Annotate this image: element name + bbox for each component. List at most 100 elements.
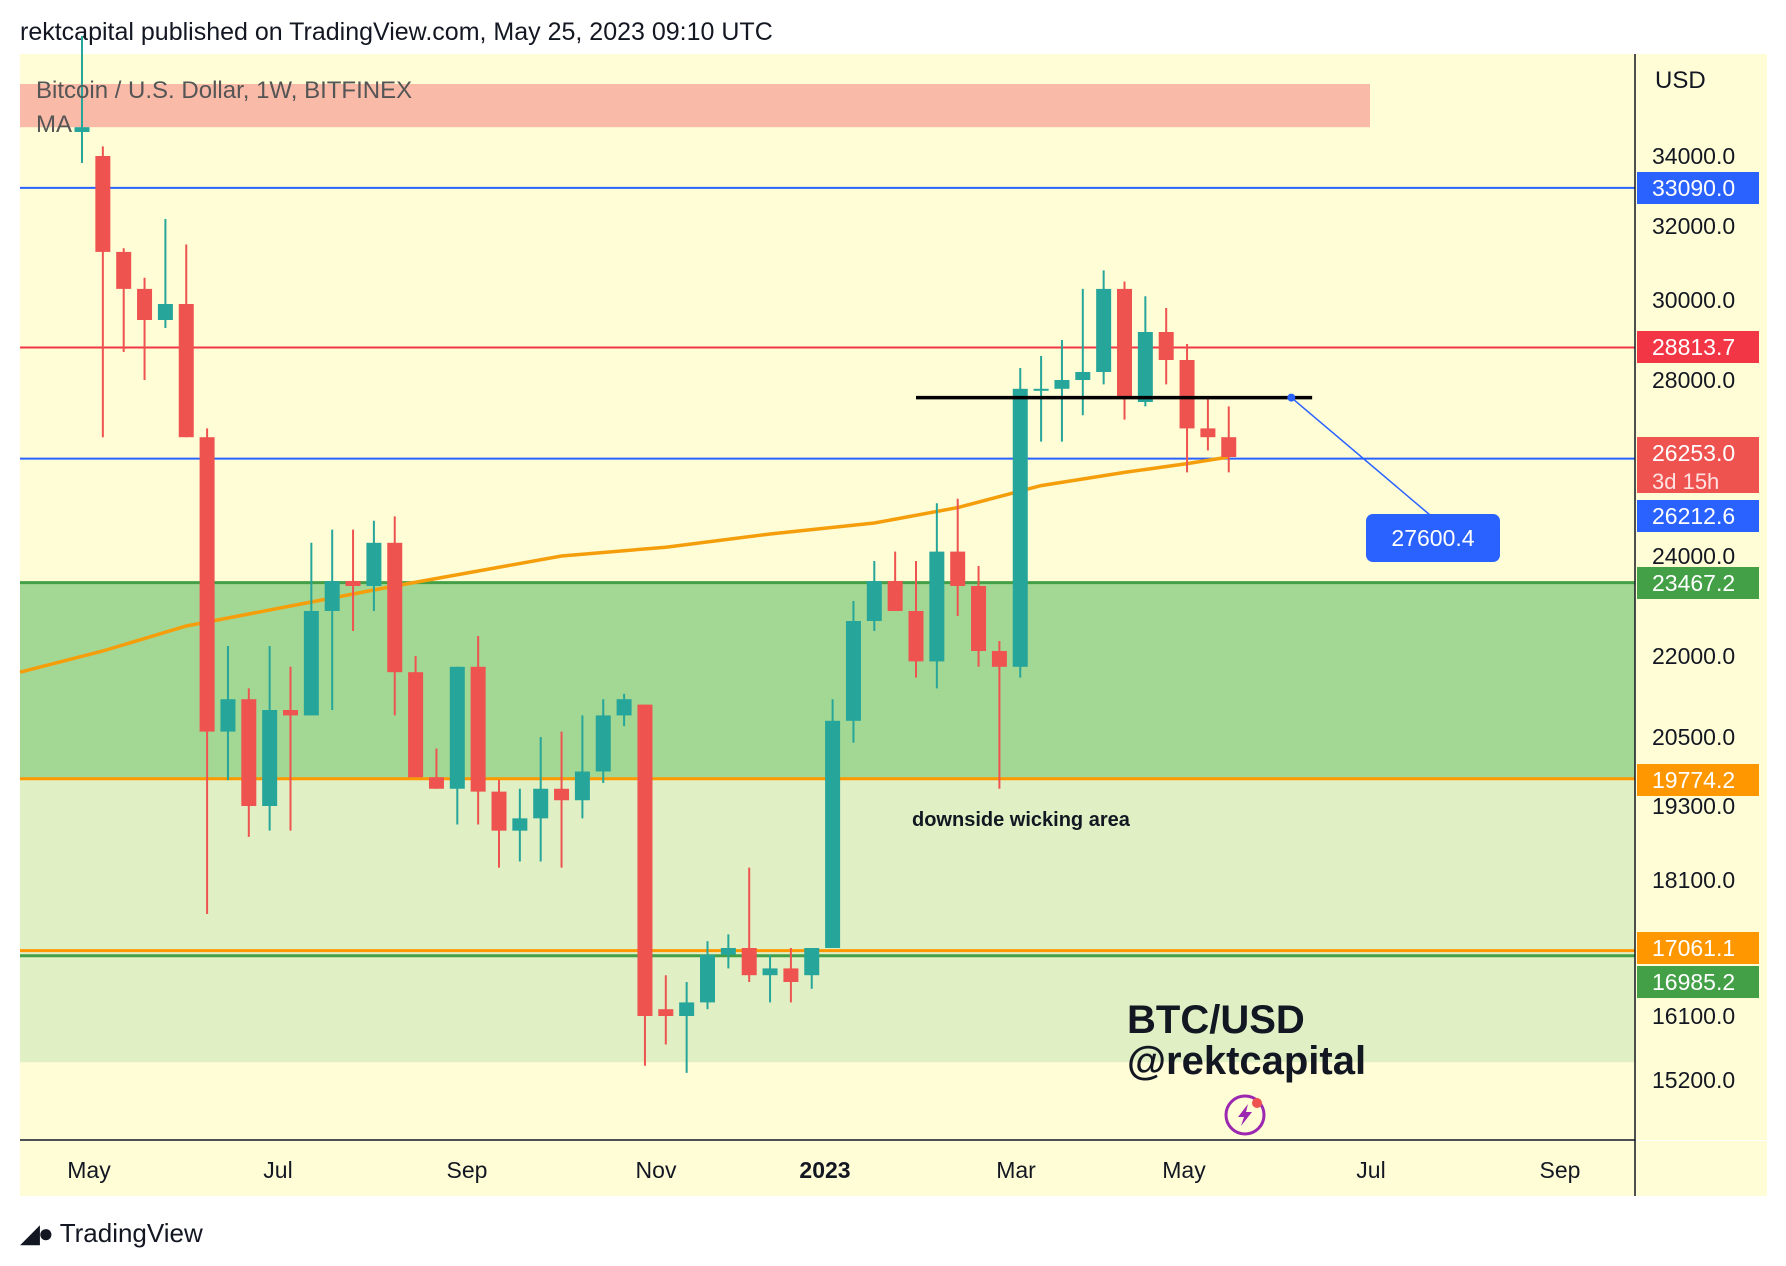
candle-body: [741, 948, 757, 976]
annotation-downside-wicking: downside wicking area: [912, 809, 1131, 831]
candle[interactable]: [1137, 296, 1153, 407]
candle[interactable]: [554, 731, 570, 868]
candle-body: [533, 788, 549, 819]
candle[interactable]: [1221, 406, 1237, 473]
candle[interactable]: [950, 498, 966, 616]
x-tick-label: May: [67, 1157, 111, 1183]
candle[interactable]: [1200, 397, 1216, 451]
candle[interactable]: [887, 551, 903, 611]
callout-anchor[interactable]: [1287, 393, 1296, 402]
candle-body: [220, 699, 236, 732]
candle[interactable]: [220, 646, 236, 781]
price-label-bg-17061.1[interactable]: [1637, 932, 1759, 964]
candle[interactable]: [804, 948, 820, 989]
candle[interactable]: [1054, 340, 1070, 442]
candle[interactable]: [637, 704, 653, 1066]
candle[interactable]: [616, 693, 632, 727]
tradingview-brand[interactable]: ◢● TradingView: [20, 1218, 203, 1249]
candle[interactable]: [908, 561, 924, 678]
candle[interactable]: [783, 948, 799, 1003]
candle-body: [574, 771, 590, 801]
candle[interactable]: [241, 688, 257, 837]
price-label-bg-28813.7[interactable]: [1637, 331, 1759, 363]
candle[interactable]: [1158, 308, 1174, 385]
price-label-19774.2: 19774.2: [1652, 767, 1735, 793]
legend-symbol[interactable]: Bitcoin / U.S. Dollar, 1W, BITFINEX: [36, 77, 412, 104]
candle-body: [1117, 288, 1132, 398]
candle[interactable]: [1179, 344, 1195, 473]
candle[interactable]: [971, 566, 987, 667]
candle[interactable]: [449, 666, 465, 825]
candle[interactable]: [283, 666, 298, 831]
candle[interactable]: [741, 867, 757, 982]
candle-body: [929, 551, 945, 662]
candle[interactable]: [512, 788, 528, 862]
price-label-bg-26253.0[interactable]: [1637, 437, 1759, 493]
candle[interactable]: [262, 646, 278, 831]
candle-body: [408, 672, 424, 778]
candle[interactable]: [95, 146, 111, 438]
candle[interactable]: [595, 699, 611, 783]
candle[interactable]: [1075, 288, 1091, 416]
price-label-bg-26212.6[interactable]: [1637, 500, 1759, 532]
candle[interactable]: [720, 934, 736, 969]
callout-label: 27600.4: [1391, 525, 1474, 551]
callout-box[interactable]: [1366, 514, 1500, 562]
candle[interactable]: [491, 780, 507, 868]
price-label-bg-33090.0[interactable]: [1637, 172, 1759, 204]
candle[interactable]: [866, 561, 882, 631]
candle-body: [303, 611, 319, 716]
candle[interactable]: [929, 503, 945, 689]
candle[interactable]: [1096, 270, 1112, 385]
candle[interactable]: [991, 641, 1007, 789]
candle-body: [428, 777, 444, 789]
candle[interactable]: [845, 601, 861, 743]
candle-body: [845, 621, 861, 721]
candle[interactable]: [199, 428, 215, 914]
candle[interactable]: [825, 699, 841, 948]
candle-body: [616, 699, 632, 716]
y-tick-label: 20500.0: [1652, 724, 1735, 750]
watermark-handle: @rektcapital: [1127, 1039, 1366, 1083]
price-label-17061.1: 17061.1: [1652, 935, 1735, 961]
candle-body: [470, 666, 486, 792]
y-tick-label: 22000.0: [1652, 643, 1735, 669]
candle[interactable]: [324, 529, 340, 710]
price-label-bg-19774.2[interactable]: [1637, 764, 1759, 796]
candle[interactable]: [1012, 368, 1028, 678]
candle[interactable]: [428, 748, 444, 789]
brand-name: TradingView: [59, 1218, 203, 1248]
candle-body: [658, 1009, 674, 1016]
candle-body: [366, 542, 382, 586]
candle[interactable]: [366, 520, 382, 611]
candle[interactable]: [470, 636, 486, 825]
candle[interactable]: [303, 542, 319, 716]
candle-body: [491, 791, 507, 831]
candle[interactable]: [700, 941, 715, 1010]
candle[interactable]: [116, 248, 132, 352]
candle[interactable]: [658, 975, 674, 1045]
price-label-bg-23467.2[interactable]: [1637, 567, 1759, 599]
candle[interactable]: [345, 529, 361, 631]
candle[interactable]: [387, 516, 403, 716]
price-label-bg-16985.2[interactable]: [1637, 966, 1759, 998]
candle-body: [762, 968, 778, 976]
candle[interactable]: [762, 954, 778, 1003]
legend-indicator[interactable]: MA: [36, 111, 72, 138]
candle-body: [262, 710, 278, 806]
candle-body: [1096, 288, 1112, 372]
y-tick-label: 24000.0: [1652, 543, 1735, 569]
candle[interactable]: [679, 982, 695, 1073]
candle[interactable]: [74, 36, 90, 163]
candle[interactable]: [408, 656, 424, 778]
candle[interactable]: [157, 219, 173, 328]
ma-line[interactable]: [19, 455, 1230, 674]
candle[interactable]: [137, 277, 153, 380]
candle-body: [783, 968, 799, 982]
candle-body: [908, 611, 924, 662]
lightning-bolt-icon: [1224, 1094, 1266, 1136]
candle[interactable]: [178, 244, 194, 438]
candle[interactable]: [533, 737, 549, 862]
candle[interactable]: [574, 715, 590, 819]
